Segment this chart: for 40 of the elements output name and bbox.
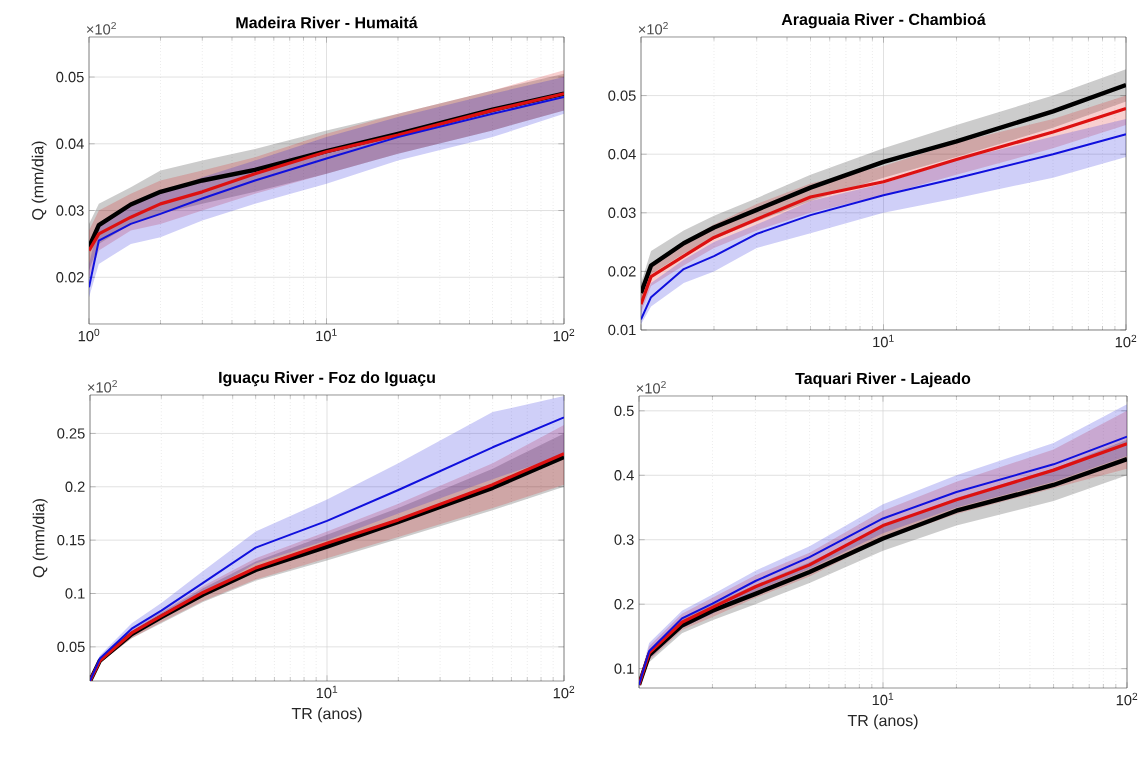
x-tick-label: 10$^{1}$ xyxy=(316,328,337,342)
x-tick-label: 10$^{2}$ xyxy=(553,685,575,699)
chart-title: Iguaçu River - Foz do Iguaçu xyxy=(219,371,435,387)
x-tick-label: 10$^{2}$ xyxy=(1115,334,1137,348)
text: ×10$^{2}$ xyxy=(636,380,666,394)
y-tick-label: 0.1 xyxy=(614,663,634,674)
x-tick-label: 10$^{2}$ xyxy=(553,328,575,342)
text: ×10$^{2}$ xyxy=(86,21,116,35)
x-axis-title: TR (anos) xyxy=(847,714,918,730)
chart-title: Madeira River - Humaitá xyxy=(236,16,418,29)
y-tick-label: 0.2 xyxy=(65,481,85,492)
y-tick-label: 0.15 xyxy=(57,534,85,546)
x-axis-title: TR (anos) xyxy=(291,707,362,723)
y-tick-label: 0.01 xyxy=(608,324,636,336)
y-tick-label: 0.04 xyxy=(56,138,84,149)
y-tick-label: 0.3 xyxy=(614,534,634,545)
x-tick-label: 10$^{1}$ xyxy=(316,685,338,699)
y-tick-label: 0.1 xyxy=(65,588,85,599)
y-tick-label: 0.03 xyxy=(56,205,84,216)
y-tick-label: 0.2 xyxy=(614,599,634,610)
chart-title: Araguaia River - Chambioá xyxy=(781,13,986,29)
chart-title: Taquari River - Lajeado xyxy=(795,372,971,388)
y-axis-title: Q (mm/dia) xyxy=(32,499,48,578)
y-tick-label: 0.02 xyxy=(56,272,84,283)
text: ×10$^{2}$ xyxy=(638,21,668,35)
x-tick-label: 10$^{1}$ xyxy=(873,334,894,348)
y-tick-label: 0.05 xyxy=(57,641,85,653)
y-tick-label: 0.05 xyxy=(608,90,636,101)
y-tick-label: 0.02 xyxy=(608,266,636,277)
x-tick-label: 10$^{2}$ xyxy=(1116,692,1138,706)
x-tick-label: 10$^{0}$ xyxy=(78,328,100,342)
y-tick-label: 0.03 xyxy=(608,207,636,218)
y-tick-label: 0.05 xyxy=(56,71,84,83)
y-tick-label: 0.25 xyxy=(57,428,85,439)
y-axis-title: Q (mm/dia) xyxy=(31,141,47,220)
y-tick-label: 0.04 xyxy=(608,149,636,160)
y-tick-label: 0.5 xyxy=(614,405,634,417)
y-tick-label: 0.4 xyxy=(614,470,634,481)
text: ×10$^{2}$ xyxy=(87,379,117,393)
x-tick-label: 10$^{1}$ xyxy=(872,692,894,706)
